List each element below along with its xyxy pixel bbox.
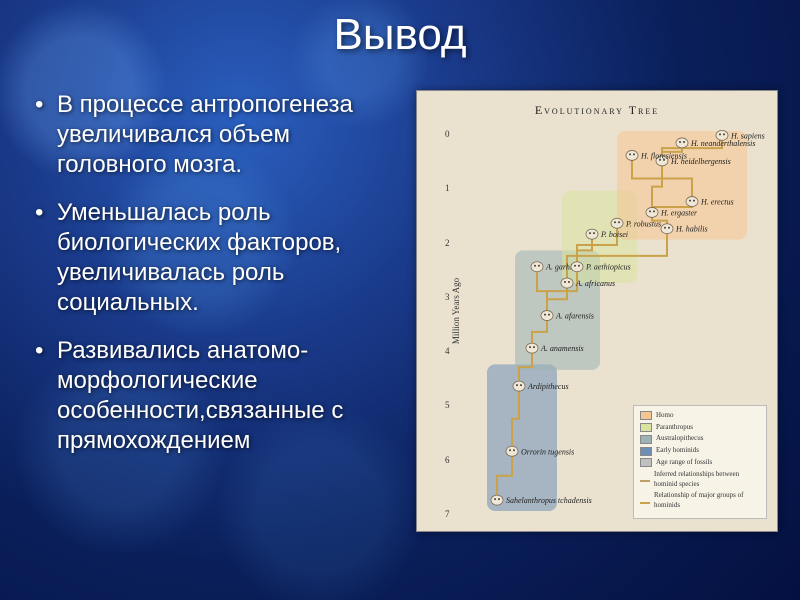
- node-habilis: H. habilis: [661, 224, 708, 234]
- legend-row: Paranthropus: [640, 423, 760, 433]
- legend-row: Australopithecus: [640, 434, 760, 444]
- evolutionary-tree-figure: Evolutionary Tree Million Years Ago 0123…: [416, 90, 778, 532]
- node-boisei: P. boisei: [586, 229, 628, 239]
- bullet-item: Развивались анатомо-морфологические особ…: [35, 336, 405, 456]
- page-title: Вывод: [0, 10, 800, 60]
- node-label: H. floresiensis: [640, 151, 687, 160]
- legend-row: Age range of fossils: [640, 458, 760, 468]
- y-tick: 2: [445, 238, 450, 248]
- node-afric: A. africanus: [561, 278, 615, 288]
- legend-row: Early hominids: [640, 446, 760, 456]
- node-ergaster: H. ergaster: [646, 207, 698, 217]
- node-label: A. africanus: [575, 279, 615, 288]
- bullet-item: В процессе антропогенеза увеличивался об…: [35, 90, 405, 180]
- node-label: A. afarensis: [555, 312, 594, 321]
- node-label: P. boisei: [600, 230, 628, 239]
- legend-swatch: [640, 458, 652, 467]
- node-label: A. anamensis: [540, 344, 584, 353]
- y-tick: 3: [445, 292, 450, 302]
- legend-label: Relationship of major groups of hominids: [654, 491, 760, 511]
- figure-legend: Homo ParanthropusAustralopithecus Early ho…: [633, 405, 767, 519]
- node-label: P. aethiopicus: [585, 263, 631, 272]
- node-sapiens: H. sapiens: [716, 130, 765, 140]
- legend-swatch: [640, 411, 652, 420]
- legend-label: Early hominids: [656, 446, 699, 456]
- y-tick: 6: [445, 455, 450, 465]
- legend-swatch: [640, 480, 650, 482]
- legend-label: Australopithecus: [656, 434, 703, 444]
- y-tick: 7: [445, 509, 450, 519]
- bullet-list: В процессе антропогенеза увеличивался об…: [35, 90, 405, 474]
- y-tick: 1: [445, 183, 450, 193]
- legend-swatch: [640, 447, 652, 456]
- legend-label: Paranthropus: [656, 423, 693, 433]
- figure-title: Evolutionary Tree: [417, 103, 777, 118]
- node-ardi: Ardipithecus: [513, 381, 569, 391]
- node-anam: A. anamensis: [526, 343, 584, 353]
- legend-label: Homo: [656, 411, 674, 421]
- legend-swatch: [640, 423, 652, 432]
- y-tick: 4: [445, 346, 450, 356]
- legend-row: Inferred relationships between hominid s…: [640, 470, 760, 490]
- y-tick: 5: [445, 400, 450, 410]
- node-flores: H. floresiensis: [626, 150, 687, 160]
- node-label: Ardipithecus: [527, 382, 569, 391]
- node-erectus: H. erectus: [686, 197, 734, 207]
- node-garhi: A. garhi: [531, 262, 572, 272]
- node-afar: A. afarensis: [541, 311, 594, 321]
- node-orrorin: Orrorin tugensis: [506, 446, 574, 456]
- node-label: H. erectus: [700, 198, 734, 207]
- node-label: A. garhi: [545, 263, 572, 272]
- legend-label: Age range of fossils: [656, 458, 712, 468]
- slide: Вывод В процессе антропогенеза увеличива…: [0, 0, 800, 600]
- node-robust: P. robustus: [611, 218, 661, 228]
- legend-row: Relationship of major groups of hominids: [640, 491, 760, 511]
- node-label: Orrorin tugensis: [521, 447, 574, 456]
- legend-swatch: [640, 435, 652, 444]
- legend-row: Homo: [640, 411, 760, 421]
- node-aeth: P. aethiopicus: [571, 262, 631, 272]
- legend-swatch: [640, 502, 650, 504]
- y-tick: 0: [445, 129, 450, 139]
- node-label: H. ergaster: [660, 208, 698, 217]
- bullet-item: Уменьшалась роль биологических факторов,…: [35, 198, 405, 318]
- node-label: H. sapiens: [730, 131, 765, 140]
- node-label: Sahelanthropus tchadensis: [506, 496, 592, 505]
- node-label: H. habilis: [675, 225, 708, 234]
- node-sahel: Sahelanthropus tchadensis: [491, 495, 592, 505]
- legend-label: Inferred relationships between hominid s…: [654, 470, 760, 490]
- node-label: P. robustus: [625, 219, 661, 228]
